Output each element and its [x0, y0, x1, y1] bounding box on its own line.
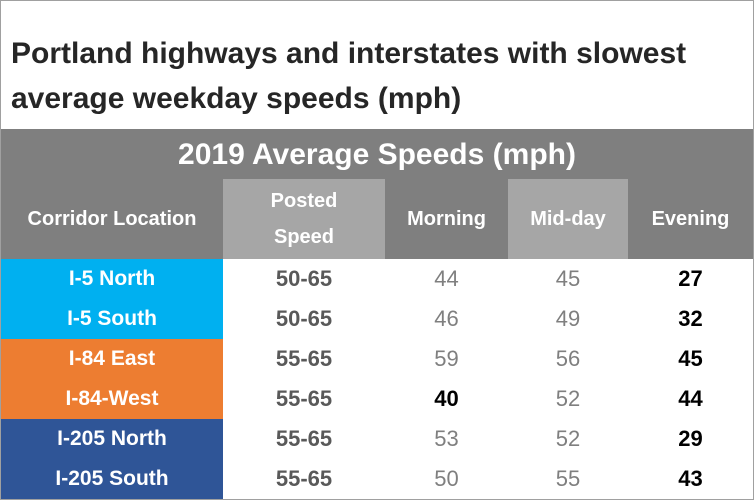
speed-cell-text: 50 [434, 466, 459, 491]
speed-cell-text: 49 [555, 306, 581, 331]
corridor-cell-text: I-5 North [68, 267, 156, 290]
corridor-cell: I-5 North [1, 259, 223, 299]
speed-cell: 53 [385, 419, 508, 459]
speed-cell: 56 [508, 339, 628, 379]
corridor-cell-text: I-5 South [67, 307, 157, 330]
speed-cell-text: 56 [555, 346, 581, 371]
speed-cell: 44 [385, 259, 508, 299]
speed-cell: 55-65 [223, 459, 385, 499]
speed-cell-text: 43 [678, 466, 703, 491]
speed-cell-text: 32 [678, 306, 703, 331]
speed-cell: 59 [385, 339, 508, 379]
column-header-text: Morning [407, 208, 486, 230]
speed-cell-text: 52 [555, 426, 581, 451]
speed-cell-text: 45 [555, 266, 581, 291]
table-caption: 2019 Average Speeds (mph) [1, 129, 753, 179]
corridor-cell: I-205 South [1, 459, 223, 499]
speed-cell: 55 [508, 459, 628, 499]
speed-cell: 55-65 [223, 379, 385, 419]
speed-cell: 29 [628, 419, 753, 459]
speed-cell-text: 45 [678, 346, 703, 371]
speed-cell: 43 [628, 459, 753, 499]
column-header-text: Evening [651, 208, 730, 230]
speed-cell-text: 29 [678, 426, 703, 451]
speed-cell-text: 27 [678, 266, 703, 291]
speed-cell: 32 [628, 299, 753, 339]
column-header: Morning [385, 179, 508, 259]
speed-cell: 49 [508, 299, 628, 339]
speed-cell: 45 [628, 339, 753, 379]
speed-cell: 55-65 [223, 419, 385, 459]
column-header: Evening [628, 179, 753, 259]
speed-cell: 46 [385, 299, 508, 339]
speed-cell: 55-65 [223, 339, 385, 379]
speed-cell-text: 50-65 [275, 266, 333, 291]
corridor-cell-text: I-205 South [55, 467, 169, 490]
speed-cell: 44 [628, 379, 753, 419]
column-header-text: Posted Speed [270, 190, 338, 248]
speed-cell: 52 [508, 379, 628, 419]
speed-cell-text: 55-65 [275, 346, 333, 371]
speed-cell-text: 44 [678, 386, 703, 411]
corridor-cell: I-84 East [1, 339, 223, 379]
corridor-cell-text: I-84 East [68, 347, 156, 370]
speed-cell: 45 [508, 259, 628, 299]
speed-cell: 50 [385, 459, 508, 499]
speed-cell-text: 55-65 [275, 466, 333, 491]
column-header-text: Corridor Location [27, 208, 197, 230]
speed-cell-text: 55-65 [275, 426, 333, 451]
speed-cell: 50-65 [223, 299, 385, 339]
corridor-cell: I-84-West [1, 379, 223, 419]
corridor-cell: I-5 South [1, 299, 223, 339]
column-header: Corridor Location [1, 179, 223, 259]
corridor-cell: I-205 North [1, 419, 223, 459]
column-header: Posted Speed [223, 179, 385, 259]
speed-cell-text: 52 [555, 386, 581, 411]
corridor-cell-text: I-205 North [57, 427, 167, 450]
column-header: Mid-day [508, 179, 628, 259]
speed-cell-text: 50-65 [275, 306, 333, 331]
speed-cell: 40 [385, 379, 508, 419]
speed-cell-text: 55-65 [275, 386, 333, 411]
speed-cell-text: 59 [434, 346, 459, 371]
speed-cell: 27 [628, 259, 753, 299]
title: Portland highways and interstates with s… [11, 37, 687, 115]
speed-cell-text: 55 [555, 466, 581, 491]
speed-cell: 52 [508, 419, 628, 459]
speed-cell: 50-65 [223, 259, 385, 299]
column-header-text: Mid-day [530, 208, 606, 230]
speed-cell-text: 53 [434, 426, 459, 451]
speed-cell-text: 40 [434, 386, 459, 411]
speed-cell-text: 46 [434, 306, 459, 331]
corridor-cell-text: I-84-West [65, 387, 159, 410]
speed-cell-text: 44 [434, 266, 459, 291]
